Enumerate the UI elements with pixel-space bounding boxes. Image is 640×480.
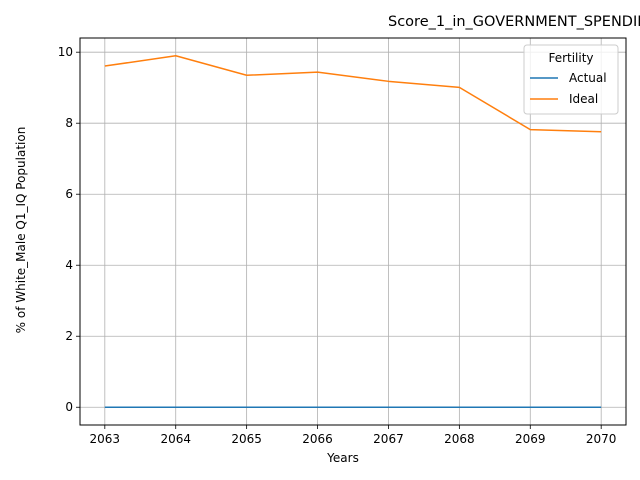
plot-frame: [79, 37, 627, 426]
y-tick-label: 0: [65, 400, 73, 414]
x-tick-label: 2063: [90, 432, 121, 446]
y-axis-ticks: 0 2 4 6 8 10: [58, 45, 80, 414]
chart-title: Score_1_in_GOVERNMENT_SPENDING_ON_MILITA…: [388, 14, 640, 30]
y-tick-label: 2: [65, 329, 73, 343]
x-tick-label: 2064: [160, 432, 191, 446]
y-tick-label: 6: [65, 187, 73, 201]
x-tick-label: 2069: [515, 432, 546, 446]
x-tick-label: 2070: [586, 432, 617, 446]
y-tick-label: 4: [65, 258, 73, 272]
y-axis-label: % of White_Male Q1_IQ Population: [14, 127, 28, 334]
x-tick-label: 2068: [444, 432, 475, 446]
legend-entries: Actual Ideal: [530, 71, 607, 106]
y-tick-label: 10: [58, 45, 73, 59]
x-tick-label: 2066: [302, 432, 333, 446]
y-tick-label: 8: [65, 116, 73, 130]
legend-box: [523, 44, 619, 115]
legend-title: Fertility: [548, 51, 593, 65]
x-axis-ticks: 2063 2064 2065 2066 2067 2068 2069 2070: [90, 425, 617, 446]
x-axis-label: Years: [326, 451, 359, 465]
series-layer: [104, 55, 602, 408]
legend-label-actual: Actual: [569, 71, 607, 85]
x-tick-label: 2065: [231, 432, 262, 446]
legend: Fertility Actual Ideal: [523, 44, 619, 115]
legend-label-ideal: Ideal: [569, 92, 598, 106]
series-line-ideal: [104, 55, 602, 133]
x-tick-label: 2067: [373, 432, 404, 446]
